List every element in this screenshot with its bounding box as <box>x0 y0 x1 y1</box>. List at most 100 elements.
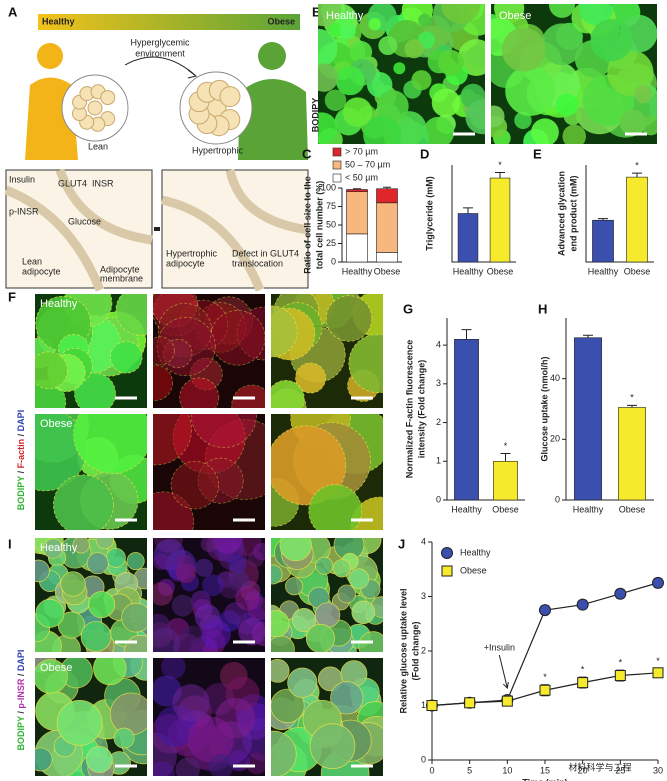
image-content <box>271 659 383 776</box>
cell <box>195 558 214 577</box>
bar <box>493 460 518 501</box>
cell <box>171 594 194 617</box>
cell <box>491 105 505 128</box>
micrograph <box>271 294 383 408</box>
stain-part: DAPI <box>16 410 26 432</box>
significance: * <box>581 665 585 675</box>
y-tick-label: 2 <box>421 645 426 655</box>
x-tick-label: Obese <box>619 504 646 514</box>
cell <box>351 600 376 625</box>
image-content <box>271 294 383 408</box>
x-tick-label: Healthy <box>451 504 482 514</box>
bar <box>626 176 648 263</box>
x-tick-label: Healthy <box>573 504 604 514</box>
panel-label: E <box>533 146 542 161</box>
y-tick-label: 4 <box>421 536 426 546</box>
micrograph <box>318 4 485 144</box>
cell <box>235 585 260 611</box>
error-bar <box>627 404 637 408</box>
bar <box>454 338 479 501</box>
annotation-arrow <box>498 654 509 690</box>
error-bar <box>463 207 473 214</box>
cell <box>335 66 365 96</box>
cell <box>200 538 218 553</box>
label: Lean <box>88 141 108 151</box>
cell <box>170 460 219 510</box>
y-tick-label: 3 <box>436 378 441 388</box>
y-tick-label: 3 <box>421 591 426 601</box>
cell <box>56 699 103 746</box>
cell <box>109 692 147 736</box>
panel-label: A <box>8 4 18 19</box>
cell <box>411 70 432 91</box>
y-axis-label: Glucose uptake (nmol/h) <box>539 356 549 461</box>
cell <box>619 109 647 137</box>
x-tick-label: Obese <box>374 266 401 276</box>
significance: * <box>656 656 660 666</box>
cell <box>607 49 654 96</box>
bar <box>489 177 511 263</box>
image-content <box>35 414 147 530</box>
error-bar <box>500 453 511 462</box>
cell <box>238 618 265 646</box>
cell <box>634 84 653 104</box>
cell <box>318 63 339 92</box>
image-content <box>35 658 147 776</box>
label: Healthy <box>326 10 364 22</box>
cell <box>153 582 174 606</box>
x-tick-label: 15 <box>540 765 550 775</box>
bar-segment <box>346 189 368 192</box>
y-tick-label: 0 <box>421 754 426 764</box>
label: Insulin <box>9 174 35 184</box>
label: GLUT4 <box>58 178 87 188</box>
significance: * <box>543 672 547 682</box>
cell <box>590 18 633 62</box>
y-tick-label: 25 <box>326 238 336 248</box>
cell <box>187 716 234 763</box>
cell <box>342 97 373 128</box>
y-axis-label: total cell number (%) <box>314 181 324 270</box>
cell <box>363 115 402 144</box>
stain-label: BODIPY / p-INSR / DAPI <box>16 650 26 751</box>
stain-part: / <box>16 431 26 439</box>
panel-label: J <box>398 536 405 551</box>
y-tick-label: 0 <box>555 494 560 504</box>
image-content <box>153 414 265 530</box>
panel-label: C <box>302 146 312 161</box>
stain-part: BODIPY <box>16 476 26 511</box>
label: Obese <box>40 662 72 674</box>
point <box>539 604 551 617</box>
panel-label: D <box>420 146 429 161</box>
lipid-droplet <box>219 86 241 108</box>
image-content <box>35 294 147 408</box>
y-tick-label: 50 <box>326 219 336 229</box>
cell <box>305 623 335 652</box>
legend-swatch <box>332 147 342 157</box>
cell <box>153 364 173 401</box>
cell <box>332 559 351 578</box>
cell <box>501 27 546 72</box>
error-bar <box>353 188 361 190</box>
cell <box>153 627 181 652</box>
cell <box>318 28 338 68</box>
point <box>539 684 551 696</box>
cell <box>35 351 68 390</box>
cell <box>72 538 90 554</box>
legend-swatch <box>332 173 342 183</box>
label: membrane <box>100 273 143 283</box>
cell <box>115 294 147 336</box>
cell <box>208 753 234 776</box>
micrograph <box>271 414 383 530</box>
cell <box>35 559 50 583</box>
point <box>614 587 627 600</box>
cell <box>549 4 576 18</box>
significance: * <box>504 441 508 451</box>
cell <box>376 90 409 122</box>
panel-label: F <box>8 289 16 304</box>
cell <box>505 65 556 116</box>
cell <box>219 576 242 599</box>
cell <box>190 414 257 448</box>
cell <box>315 556 334 575</box>
legend-label: > 70 µm <box>345 146 378 156</box>
label: adipocyte <box>22 266 61 276</box>
